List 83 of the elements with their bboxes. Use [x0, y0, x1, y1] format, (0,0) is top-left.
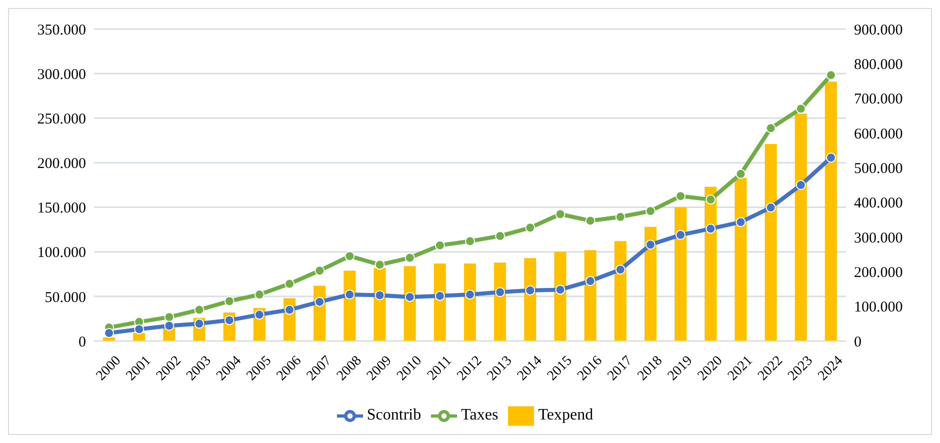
bar: [614, 241, 626, 341]
point: [766, 123, 776, 134]
bar: [734, 178, 747, 341]
point: [736, 168, 746, 179]
point: [615, 264, 626, 275]
point: [826, 152, 836, 163]
point: [585, 276, 596, 286]
bar: [584, 250, 596, 341]
point: [374, 260, 385, 270]
point: [344, 290, 355, 300]
y-tick-label: 250.000: [37, 111, 86, 128]
y-tick-label: 200.000: [37, 156, 86, 172]
point: [224, 296, 234, 306]
y2-tick-label: 500.000: [854, 160, 903, 177]
legend-label: Taxes: [461, 406, 498, 424]
point: [766, 202, 776, 213]
bar: [644, 226, 656, 341]
point: [555, 209, 566, 220]
point: [404, 252, 415, 263]
bar: [524, 258, 536, 341]
legend-label: Scontrib: [366, 406, 422, 424]
y2-tick-label: 900.000: [854, 22, 903, 38]
y-tick-label: 0: [78, 334, 86, 350]
y2-tick-label: 600.000: [854, 126, 903, 142]
bar: [554, 252, 566, 341]
point: [374, 290, 385, 300]
point: [465, 290, 475, 300]
bar: [764, 144, 777, 341]
point: [645, 240, 656, 250]
point: [254, 310, 264, 320]
y-tick-label: 50.000: [44, 290, 86, 306]
point: [796, 180, 806, 190]
point: [495, 287, 506, 298]
point: [134, 324, 144, 334]
y2-tick-label: 100.000: [854, 300, 903, 316]
y2-tick-label: 700.000: [854, 92, 903, 108]
bar: [494, 262, 506, 341]
point: [525, 285, 536, 296]
point: [224, 315, 234, 326]
bar: [824, 82, 837, 341]
point: [164, 312, 174, 322]
y2-tick-label: 800.000: [854, 56, 903, 73]
y2-tick-label: 200.000: [854, 264, 903, 281]
bar: [794, 114, 807, 341]
point: [796, 104, 806, 114]
point: [104, 328, 114, 338]
y2-tick-label: 400.000: [854, 196, 903, 212]
point: [706, 224, 716, 234]
point: [194, 304, 204, 315]
bar: [404, 266, 416, 341]
point: [314, 266, 325, 276]
point: [645, 206, 656, 216]
bar: [704, 186, 717, 341]
y-tick-label: 100.000: [37, 245, 86, 262]
point: [676, 230, 686, 240]
point: [434, 290, 445, 301]
point: [164, 320, 174, 331]
point: [465, 236, 475, 246]
bar: [434, 263, 446, 341]
point: [736, 217, 746, 228]
point: [434, 240, 445, 250]
point: [555, 284, 566, 295]
y-tick-label: 350.000: [37, 22, 86, 38]
point: [284, 278, 295, 289]
point: [585, 216, 596, 226]
y2-tick-label: 300.000: [854, 230, 903, 246]
y-tick-label: 150.000: [37, 200, 86, 217]
point: [495, 230, 506, 241]
point: [284, 304, 295, 315]
point: [615, 212, 626, 222]
legend-label: Texpend: [538, 406, 594, 424]
y2-tick-label: 0: [854, 334, 862, 350]
point: [344, 251, 355, 262]
point: [525, 222, 536, 233]
point: [404, 292, 415, 302]
point: [254, 290, 264, 300]
y-tick-label: 300.000: [37, 66, 86, 83]
point: [706, 194, 716, 205]
point: [676, 191, 686, 202]
bar: [464, 263, 476, 341]
point: [826, 70, 836, 80]
bar: [674, 207, 687, 341]
point: [314, 296, 325, 307]
